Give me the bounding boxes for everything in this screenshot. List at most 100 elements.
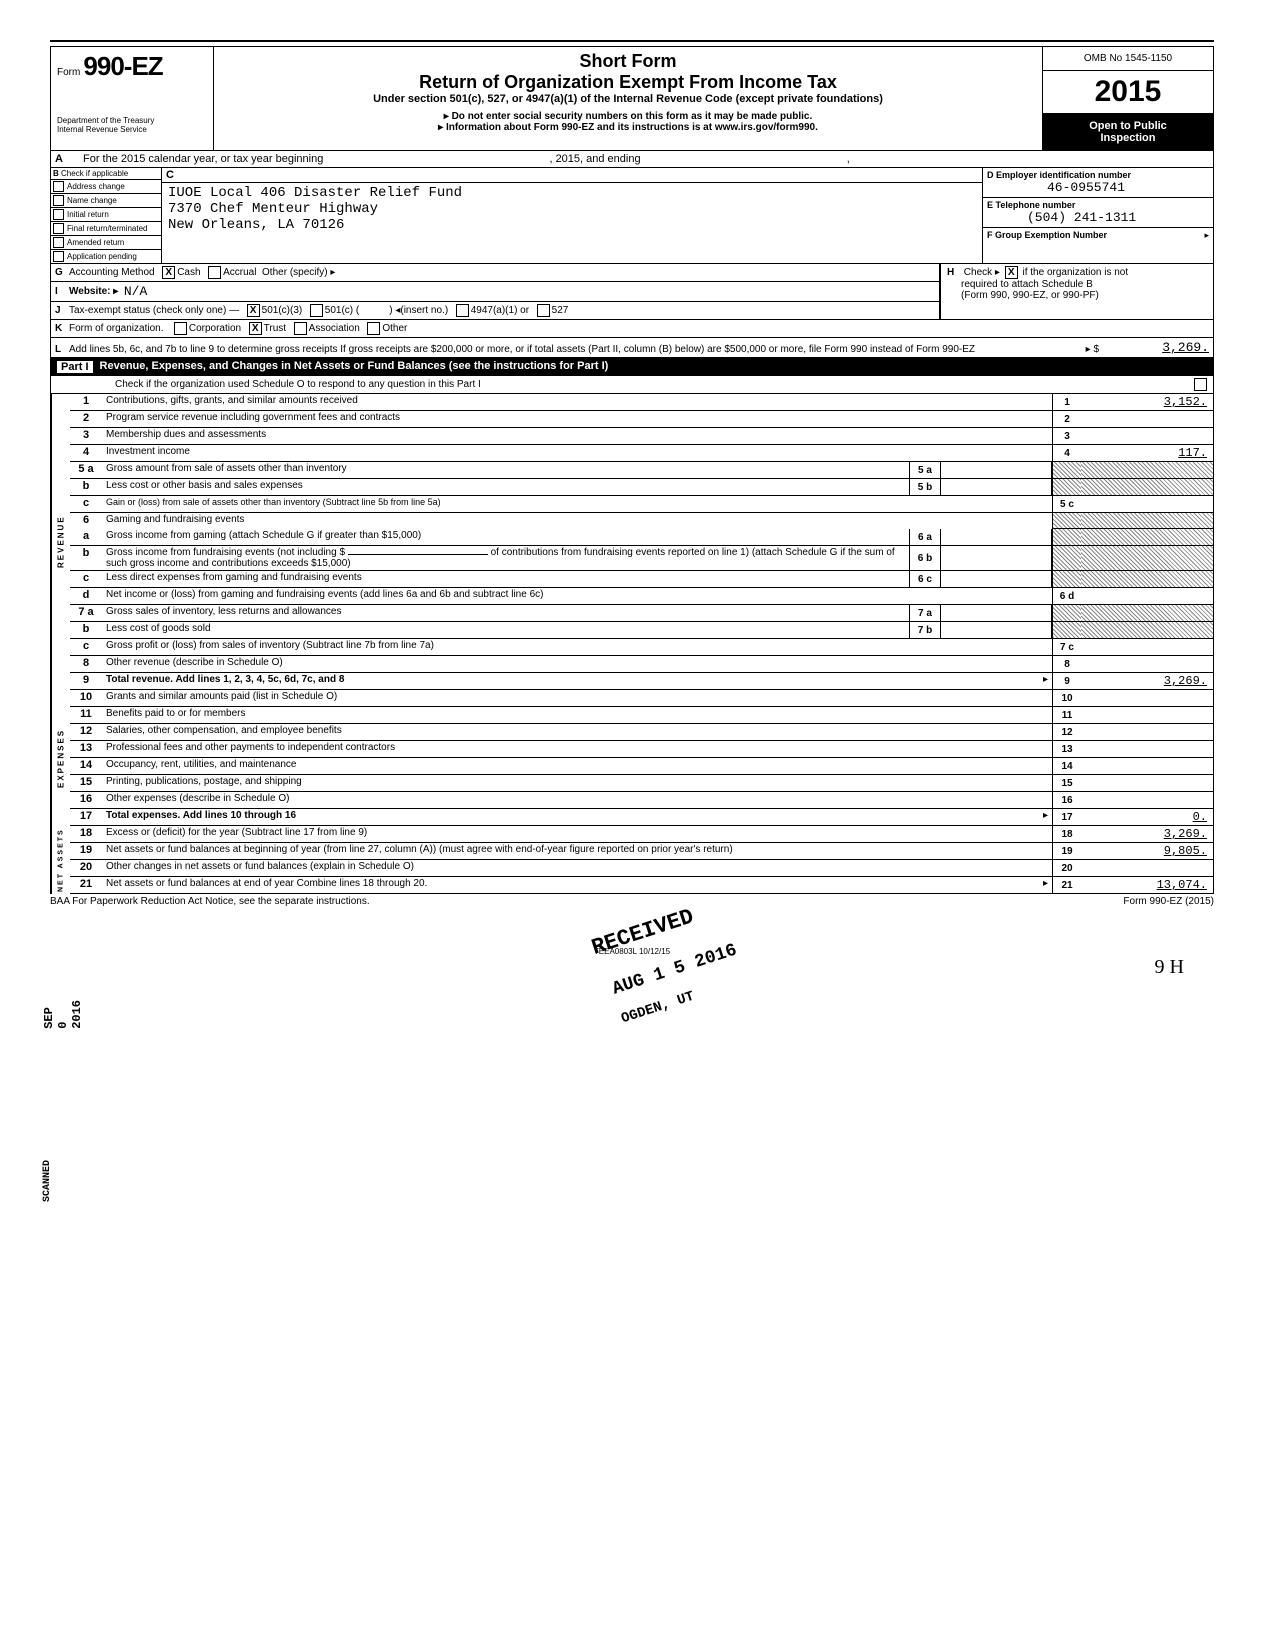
open-to-public: Open to Public Inspection xyxy=(1043,114,1213,150)
check-final-return[interactable]: Final return/terminated xyxy=(51,222,161,236)
mid-value xyxy=(941,571,1052,587)
checkbox-cash-icon[interactable]: X xyxy=(162,266,175,279)
line-desc: Less cost of goods sold xyxy=(102,622,909,638)
row-9: 9 Total revenue. Add lines 1, 2, 3, 4, 5… xyxy=(70,673,1213,690)
shaded-cell xyxy=(1052,571,1081,587)
line-value xyxy=(1081,428,1213,444)
form-number: 990-EZ xyxy=(83,51,162,81)
line-rtnum: 13 xyxy=(1052,741,1081,757)
row-6a: a Gross income from gaming (attach Sched… xyxy=(70,529,1213,546)
check-if-applicable: Check if applicable xyxy=(61,169,128,178)
checkbox-other-icon[interactable] xyxy=(367,322,380,335)
line-a-mid: , 2015, and ending xyxy=(549,153,640,165)
line-value xyxy=(1081,639,1213,655)
checkbox-4947-icon[interactable] xyxy=(456,304,469,317)
row-f: F Group Exemption Number ▸ xyxy=(983,228,1213,243)
line-value xyxy=(1081,741,1213,757)
org-name: IUOE Local 406 Disaster Relief Fund xyxy=(168,185,976,201)
checkbox-schedule-o-icon[interactable] xyxy=(1194,378,1207,391)
line-rtnum: 1 xyxy=(1052,394,1081,410)
line-desc: Gaming and fundraising events xyxy=(102,513,1052,529)
website-value: N/A xyxy=(124,284,147,299)
l21-desc: Net assets or fund balances at end of ye… xyxy=(106,878,427,889)
line-value: 3,152. xyxy=(1081,394,1213,410)
line-num: c xyxy=(70,639,102,655)
checkbox-assoc-icon[interactable] xyxy=(294,322,307,335)
line-desc: Net assets or fund balances at beginning… xyxy=(102,843,1052,859)
check-label: Application pending xyxy=(67,252,137,261)
line-rtnum: 4 xyxy=(1052,445,1081,461)
checkbox-trust-icon[interactable]: X xyxy=(249,322,262,335)
mid-value xyxy=(941,479,1052,495)
line-rtnum: 19 xyxy=(1052,843,1081,859)
line-desc: Other changes in net assets or fund bala… xyxy=(102,860,1052,876)
line-num: 18 xyxy=(70,826,102,842)
checkbox-corp-icon[interactable] xyxy=(174,322,187,335)
opt-other-org: Other xyxy=(382,323,407,334)
line-desc: Gross income from gaming (attach Schedul… xyxy=(102,529,909,545)
expenses-side-label: EXPENSES xyxy=(51,690,70,826)
opt-501c-close: ) ◂(insert no.) xyxy=(389,305,448,316)
checkbox-501c-icon[interactable] xyxy=(310,304,323,317)
shaded-cell xyxy=(1081,462,1213,478)
checkbox-icon xyxy=(53,195,64,206)
l-text: Add lines 5b, 6c, and 7b to line 9 to de… xyxy=(69,344,1086,355)
mid-num: 7 b xyxy=(909,622,941,638)
check-amended-return[interactable]: Amended return xyxy=(51,236,161,250)
checkbox-527-icon[interactable] xyxy=(537,304,550,317)
form-container: Form 990-EZ Department of the Treasury I… xyxy=(50,40,1214,979)
line-value: 3,269. xyxy=(1081,673,1213,689)
shaded-cell xyxy=(1081,605,1213,621)
ein-value: 46-0955741 xyxy=(987,180,1125,195)
check-label: Initial return xyxy=(67,210,109,219)
checkbox-icon xyxy=(53,251,64,262)
footer-left: BAA For Paperwork Reduction Act Notice, … xyxy=(50,896,370,907)
note-ssn: ▸ Do not enter social security numbers o… xyxy=(224,111,1032,122)
opt-other: Other (specify) ▸ xyxy=(262,267,335,278)
checkbox-h-icon[interactable]: X xyxy=(1005,266,1018,279)
row-3: 3 Membership dues and assessments 3 xyxy=(70,428,1213,445)
sep-date-stamp: SEP 0 2016 xyxy=(42,1000,84,1029)
line-a: A For the 2015 calendar year, or tax yea… xyxy=(50,151,1214,168)
line-rtnum: 20 xyxy=(1052,860,1081,876)
check-initial-return[interactable]: Initial return xyxy=(51,208,161,222)
check-address-change[interactable]: Address change xyxy=(51,180,161,194)
line-value xyxy=(1081,758,1213,774)
shaded-cell xyxy=(1052,605,1081,621)
opt-501c3: 501(c)(3) xyxy=(262,305,303,316)
line-num: 14 xyxy=(70,758,102,774)
row-6c: c Less direct expenses from gaming and f… xyxy=(70,571,1213,588)
opt-527: 527 xyxy=(552,305,569,316)
netassets-block: NET ASSETS 18Excess or (deficit) for the… xyxy=(51,826,1213,894)
line-desc: Other revenue (describe in Schedule O) xyxy=(102,656,1052,672)
line-num: 7 a xyxy=(70,605,102,621)
mid-value xyxy=(941,622,1052,638)
row-4: 4 Investment income 4 117. xyxy=(70,445,1213,462)
row-2: 2 Program service revenue including gove… xyxy=(70,411,1213,428)
line-desc: Contributions, gifts, grants, and simila… xyxy=(102,394,1052,410)
check-application-pending[interactable]: Application pending xyxy=(51,250,161,263)
label-e: E Telephone number xyxy=(987,200,1075,210)
line-value xyxy=(1081,656,1213,672)
check-name-change[interactable]: Name change xyxy=(51,194,161,208)
expenses-rows: 10Grants and similar amounts paid (list … xyxy=(70,690,1213,826)
row-6: 6 Gaming and fundraising events xyxy=(70,513,1213,529)
line-num: 6 xyxy=(70,513,102,529)
line-value: 13,074. xyxy=(1081,877,1213,893)
line-desc: Salaries, other compensation, and employ… xyxy=(102,724,1052,740)
title-return: Return of Organization Exempt From Incom… xyxy=(224,72,1032,93)
label-a: A xyxy=(51,151,79,167)
checkbox-accrual-icon[interactable] xyxy=(208,266,221,279)
arrow-icon: ▸ xyxy=(1204,230,1209,241)
col-def: D Employer identification number 46-0955… xyxy=(983,168,1213,263)
line-rtnum: 18 xyxy=(1052,826,1081,842)
line-desc: Gross amount from sale of assets other t… xyxy=(102,462,909,478)
col-b-checks: B Check if applicable Address change Nam… xyxy=(51,168,162,263)
line-num: 1 xyxy=(70,394,102,410)
label-b: B xyxy=(53,169,59,178)
header: Form 990-EZ Department of the Treasury I… xyxy=(50,46,1214,151)
checkbox-501c3-icon[interactable]: X xyxy=(247,304,260,317)
arrow-icon: ▸ xyxy=(1043,878,1048,889)
row-17: 17Total expenses. Add lines 10 through 1… xyxy=(70,809,1213,826)
line-a-start: For the 2015 calendar year, or tax year … xyxy=(83,153,323,165)
